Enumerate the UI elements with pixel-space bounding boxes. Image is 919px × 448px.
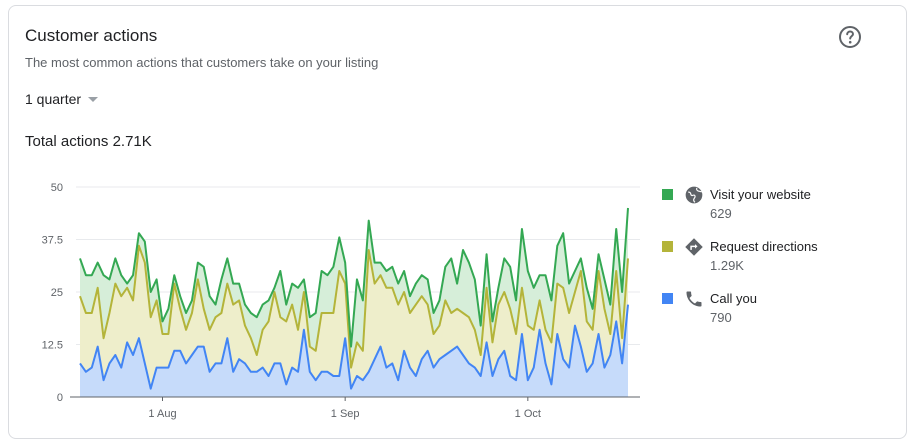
y-tick-label: 50	[51, 182, 63, 194]
total-actions-value: 2.71K	[112, 133, 152, 150]
chevron-down-icon	[88, 96, 99, 102]
globe-icon	[685, 186, 703, 204]
total-actions-label: Total actions	[25, 133, 109, 150]
legend-label: Call you	[710, 291, 757, 306]
period-dropdown[interactable]: 1 quarter	[25, 91, 99, 107]
legend-value: 1.29K	[710, 258, 744, 273]
help-circle-icon[interactable]	[838, 25, 862, 49]
legend-label: Visit your website	[710, 187, 811, 202]
y-tick-label: 0	[57, 392, 63, 404]
legend-value: 629	[710, 206, 732, 221]
y-tick-label: 37.5	[42, 235, 63, 247]
card-title: Customer actions	[25, 26, 158, 45]
request-directions-series-line	[79, 244, 629, 369]
request-directions-area	[80, 245, 628, 397]
total-actions: Total actions 2.71K	[25, 133, 152, 150]
call-you-area	[80, 304, 628, 397]
phone-icon	[686, 291, 702, 307]
legend-swatch	[662, 189, 673, 200]
legend-label: Request directions	[710, 239, 818, 254]
call-you-series-line	[79, 304, 629, 390]
x-tick-label: 1 Sep	[331, 408, 360, 420]
period-dropdown-label: 1 quarter	[25, 91, 82, 107]
legend-value: 790	[710, 310, 732, 325]
directions-icon	[685, 238, 703, 256]
card-subtitle: The most common actions that customers t…	[25, 55, 379, 70]
legend-swatch	[662, 293, 673, 304]
x-tick-label: 1 Aug	[148, 408, 176, 420]
y-tick-label: 25	[51, 287, 63, 299]
x-tick-label: 1 Oct	[515, 408, 541, 420]
legend-swatch	[662, 241, 673, 252]
y-tick-label: 12.5	[42, 340, 63, 352]
visit-website-series-line	[79, 207, 629, 348]
